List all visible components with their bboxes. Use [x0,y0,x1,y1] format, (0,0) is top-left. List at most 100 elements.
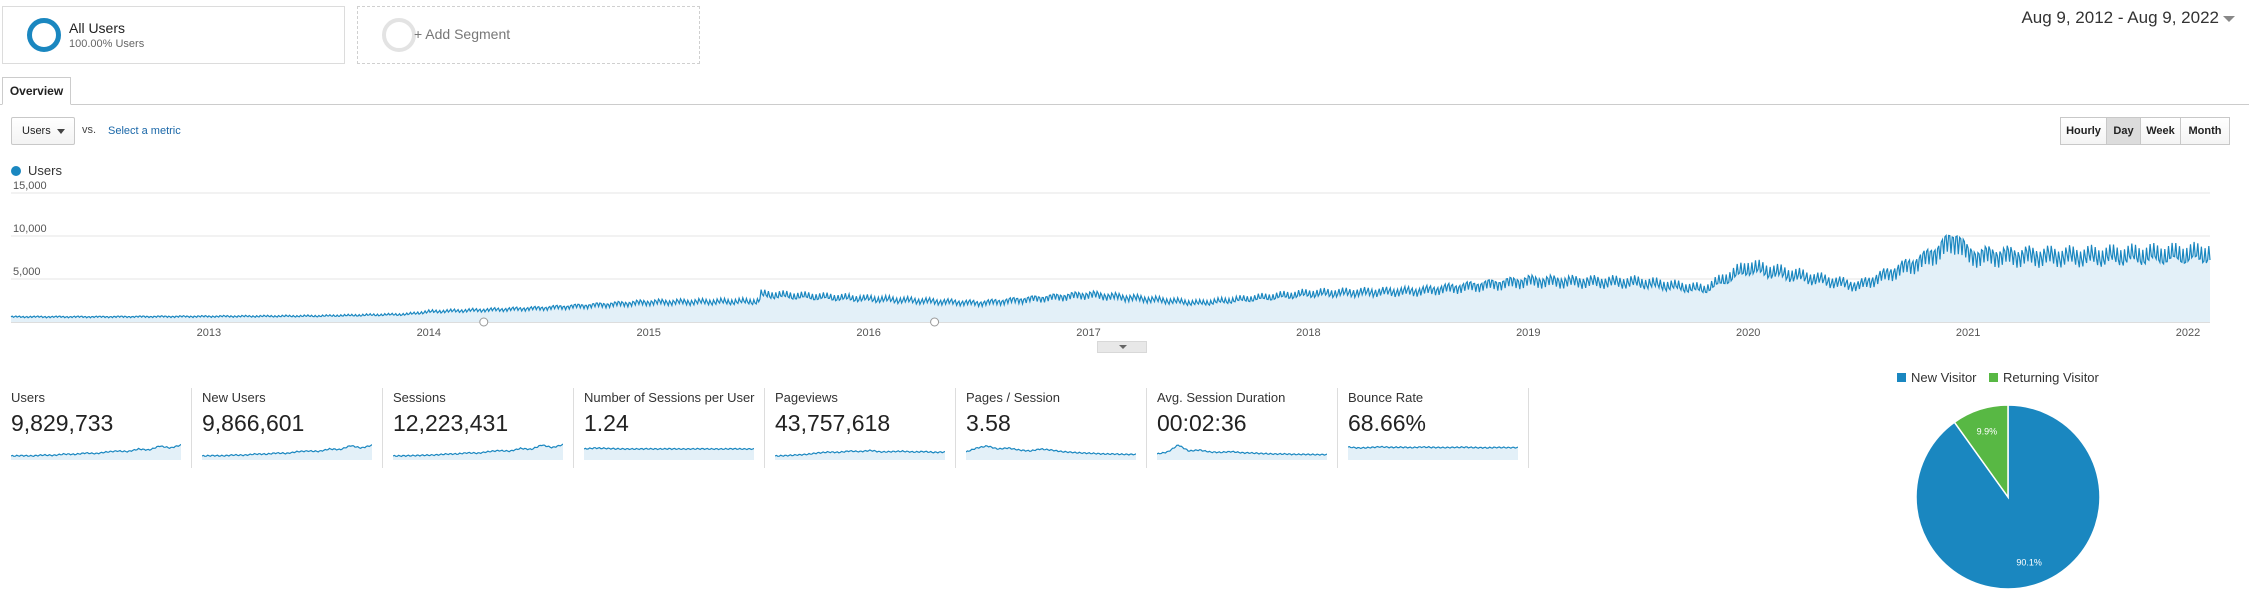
sparkline-fill [775,449,945,460]
sparkline-line [1157,444,1327,456]
sparkline-fill [966,445,1136,460]
x-tick-label: 2014 [417,327,441,339]
sparkline-line [393,443,563,458]
metric-divider [1146,388,1147,468]
add-segment-ring-icon [382,18,416,52]
sparkline-line [202,444,372,457]
pie-label-new-visitor: 90.1% [2016,558,2042,568]
metric-value: 68.66% [1348,410,1427,436]
metric-value: 12,223,431 [393,410,509,436]
metric-summary-avg-session-duration[interactable]: Avg. Session Duration 00:02:36 [1157,388,1337,468]
legend-users-label: Users [28,163,62,178]
granularity-month-button[interactable]: Month [2180,117,2230,145]
metric-value: 00:02:36 [1157,410,1247,436]
segment-ring-icon [27,18,61,52]
sparkline-fill [1348,446,1518,460]
sparkline-line [775,449,945,457]
metric-sparkline [1348,445,1518,460]
chevron-down-icon [1119,345,1127,349]
metric-dropdown[interactable]: Users [11,117,75,145]
pie-legend-new-visitor-swatch [1897,373,1906,382]
metric-summary-pageviews[interactable]: Pageviews 43,757,618 [775,388,955,468]
sparkline-fill [11,444,181,460]
metric-summary-sessions[interactable]: Sessions 12,223,431 [393,388,573,468]
metric-label: Number of Sessions per User [584,390,755,405]
segment-all-users[interactable]: All Users 100.00% Users [2,6,345,64]
x-tick-label: 2017 [1076,327,1100,339]
x-tick-label: 2015 [636,327,660,339]
metric-sparkline [202,444,372,460]
add-segment-label: + Add Segment [414,26,511,42]
metric-value: 9,829,733 [11,410,114,436]
metric-summary-bounce-rate[interactable]: Bounce Rate 68.66% [1348,388,1528,468]
annotation-marker-icon[interactable] [930,317,940,327]
segment-subtitle: 100.00% Users [69,38,145,50]
tab-divider [0,104,2249,105]
users-series-line [10,234,2211,319]
metric-value: 3.58 [966,410,1011,436]
metric-sparkline [775,449,945,460]
y-tick-label: 15,000 [13,180,47,192]
pie-label-returning-visitor: 9.9% [1977,426,1998,436]
x-tick-label: 2016 [856,327,880,339]
metric-divider [955,388,956,468]
granularity-hourly-button[interactable]: Hourly [2060,117,2107,145]
x-tick-label: 2018 [1296,327,1320,339]
legend-users-marker [11,166,21,176]
visitor-type-pie-chart: 90.1% 9.9% [1915,404,2101,590]
x-tick-label: 2020 [1736,327,1760,339]
sparkline-line [584,447,754,451]
metric-label: New Users [202,390,266,405]
sparkline-line [966,445,1136,456]
metric-summary-new-users[interactable]: New Users 9,866,601 [202,388,382,468]
metric-sparkline [393,443,563,460]
chart-collapse-handle[interactable] [1097,341,1147,353]
pie-legend-new-visitor-label: New Visitor [1911,370,1977,385]
granularity-day-button[interactable]: Day [2106,117,2141,145]
chevron-down-icon [57,129,65,134]
y-tick-label: 10,000 [13,223,47,235]
metric-divider [1337,388,1338,468]
metric-value: 9,866,601 [202,410,305,436]
metric-label: Avg. Session Duration [1157,390,1286,405]
metric-label: Sessions [393,390,446,405]
pie-slice-returning-visitor[interactable] [1953,404,2009,500]
metric-value: 43,757,618 [775,410,891,436]
metric-divider [382,388,383,468]
granularity-week-button[interactable]: Week [2140,117,2181,145]
sparkline-line [11,443,181,458]
metric-sparkline [1157,444,1327,460]
add-segment-button[interactable]: + Add Segment [357,6,700,64]
pie-legend-returning-visitor-swatch [1989,373,1998,382]
date-range-picker[interactable]: Aug 9, 2012 - Aug 9, 2022 [2021,8,2219,27]
segment-title: All Users [69,20,126,36]
metric-label: Users [11,390,45,405]
select-metric-link[interactable]: Select a metric [108,125,181,137]
chevron-down-icon[interactable] [2223,16,2235,22]
metric-sparkline [584,447,754,460]
metric-divider [573,388,574,468]
metric-label: Pageviews [775,390,838,405]
x-tick-label: 2019 [1516,327,1540,339]
metric-label: Pages / Session [966,390,1060,405]
y-tick-label: 5,000 [13,266,41,278]
pie-slice-new-visitor[interactable] [1915,404,2101,590]
metric-divider [1528,388,1529,468]
pie-legend-returning-visitor-label: Returning Visitor [2003,370,2099,385]
metric-summary-users[interactable]: Users 9,829,733 [11,388,191,468]
sparkline-line [1348,445,1518,450]
metric-sparkline [966,445,1136,460]
users-area-fill [11,235,2210,322]
metric-summary-pages-session[interactable]: Pages / Session 3.58 [966,388,1146,468]
metric-divider [191,388,192,468]
metric-label: Bounce Rate [1348,390,1424,405]
users-line-chart: 15,000 10,000 5,000 2013 2014 2015 2016 2017 201… [10,180,2211,339]
x-tick-label: 2021 [1956,327,1980,339]
metric-value: 1.24 [584,410,629,436]
tab-overview[interactable]: Overview [2,77,71,105]
x-tick-label: 2022 [2176,327,2200,339]
metric-summary-number-of-sessions-per-user[interactable]: Number of Sessions per User 1.24 [584,388,764,468]
annotation-marker-icon[interactable] [479,317,489,327]
sparkline-fill [584,447,754,460]
x-tick-label: 2013 [197,327,221,339]
